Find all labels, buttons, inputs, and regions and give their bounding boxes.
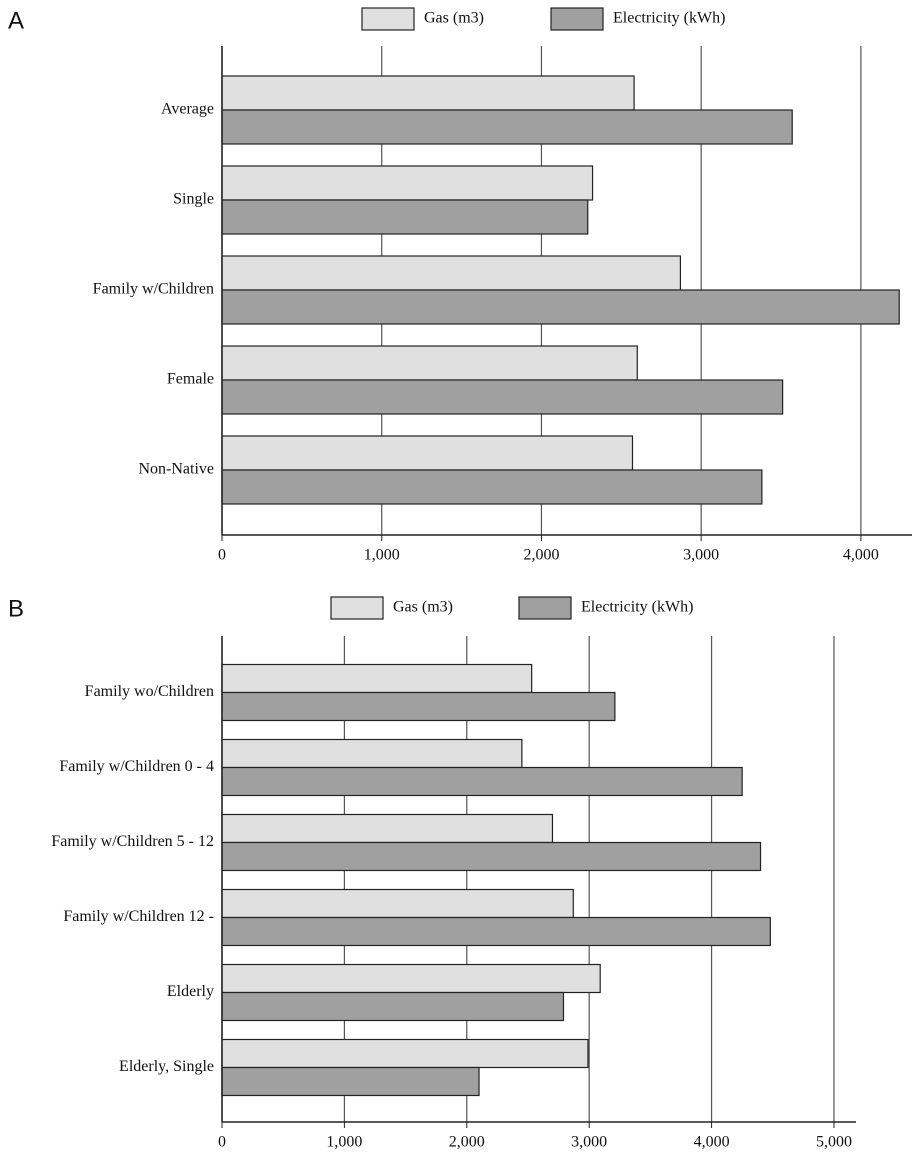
x-tick-label: 5,000 [816, 1134, 852, 1151]
bar [221, 888, 574, 919]
bar [221, 766, 743, 797]
x-tick-label: 1,000 [364, 547, 400, 564]
y-tick-label: Elderly, Single [119, 1058, 214, 1075]
bar [221, 165, 594, 201]
bar [221, 469, 763, 505]
legend-label: Gas (m3) [393, 599, 453, 616]
x-tick-label: 2,000 [449, 1134, 485, 1151]
bar [221, 289, 900, 325]
x-tick-label: 0 [218, 1134, 226, 1151]
bar [221, 813, 554, 844]
y-tick-label: Family w/Children 12 - [63, 908, 214, 925]
x-tick-label: 3,000 [571, 1134, 607, 1151]
bar [221, 1066, 480, 1097]
bar [221, 691, 616, 722]
y-tick-label: Single [173, 191, 214, 208]
bar [221, 435, 634, 471]
bar [221, 841, 762, 872]
legend-label: Gas (m3) [424, 10, 484, 27]
y-tick-label: Family w/Children 0 - 4 [59, 758, 214, 775]
panel-label: A [8, 7, 24, 34]
x-tick-label: 2,000 [523, 547, 559, 564]
legend-label: Electricity (kWh) [581, 599, 693, 616]
legend-swatch [518, 596, 572, 620]
legend-swatch [361, 7, 415, 31]
bar [221, 109, 793, 145]
y-tick-label: Female [167, 371, 214, 388]
bar [221, 379, 784, 415]
y-tick-label: Average [161, 101, 214, 118]
y-tick-label: Family wo/Children [85, 683, 214, 700]
x-tick-label: 4,000 [843, 547, 879, 564]
x-tick-label: 1,000 [326, 1134, 362, 1151]
legend-label: Electricity (kWh) [613, 10, 725, 27]
bar [221, 991, 565, 1022]
bar [221, 199, 589, 235]
bar [221, 1038, 589, 1069]
bar [221, 75, 635, 111]
bar [221, 916, 771, 947]
legend-swatch [330, 596, 384, 620]
bar [221, 345, 638, 381]
bar [221, 738, 523, 769]
y-tick-label: Family w/Children 5 - 12 [51, 833, 214, 850]
x-tick-label: 4,000 [694, 1134, 730, 1151]
bar [221, 963, 601, 994]
x-tick-label: 3,000 [683, 547, 719, 564]
panel-label: B [8, 595, 24, 622]
bar [221, 663, 533, 694]
x-tick-label: 0 [218, 547, 226, 564]
y-tick-label: Family w/Children [93, 281, 214, 298]
y-tick-label: Non-Native [138, 461, 214, 478]
y-tick-label: Elderly [167, 983, 214, 1000]
bar [221, 255, 682, 291]
legend-swatch [550, 7, 604, 31]
